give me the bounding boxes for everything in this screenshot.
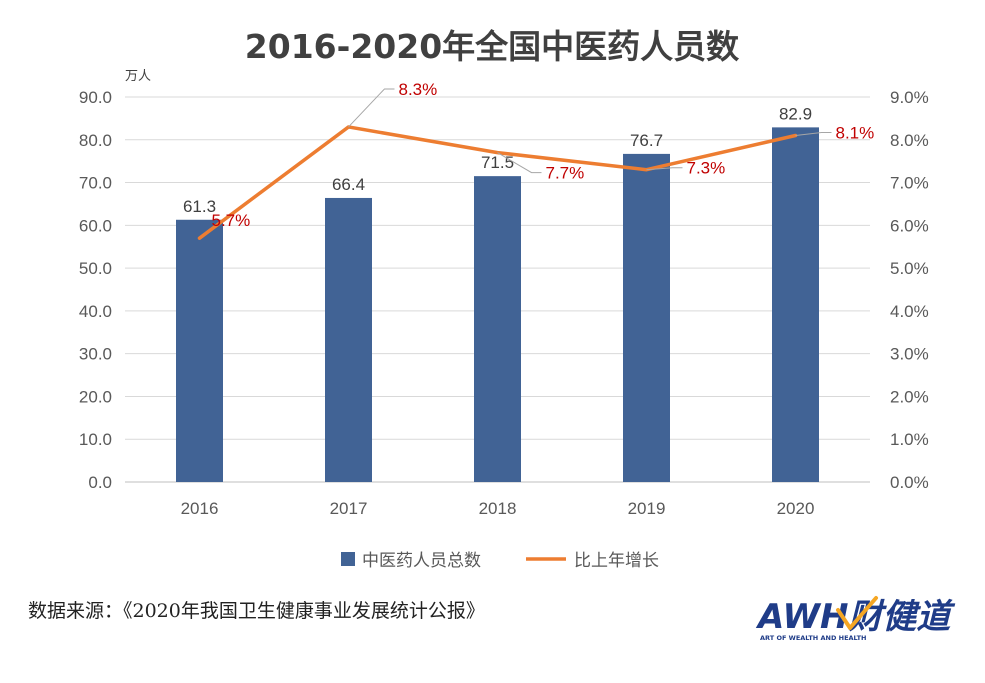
source-note: 数据来源：《2020年我国卫生健康事业发展统计公报》	[28, 600, 485, 622]
left-tick-label: 90.0	[79, 88, 112, 107]
legend-swatch-bar	[341, 552, 355, 566]
right-tick-label: 2.0%	[890, 387, 929, 406]
line-value-label: 7.3%	[687, 159, 726, 178]
x-tick-label: 2017	[330, 499, 368, 518]
chart-title: 2016-2020年全国中医药人员数	[245, 27, 740, 66]
right-tick-label: 6.0%	[890, 216, 929, 235]
right-tick-label: 7.0%	[890, 174, 929, 193]
x-tick-label: 2018	[479, 499, 517, 518]
line-value-label: 7.7%	[546, 164, 585, 183]
bar-value-label: 66.4	[332, 175, 365, 194]
x-tick-label: 2020	[777, 499, 815, 518]
right-axis-ticks: 0.0% 1.0% 2.0% 3.0% 4.0% 5.0% 6.0% 7.0% 8.0% 9.0%	[890, 88, 929, 492]
logo-text: AWH财健道	[755, 597, 955, 637]
right-tick-label: 3.0%	[890, 345, 929, 364]
right-tick-label: 4.0%	[890, 302, 929, 321]
left-tick-label: 50.0	[79, 259, 112, 278]
left-axis-ticks: 0.0 10.0 20.0 30.0 40.0 50.0 60.0 70.0 80.0 90.0	[79, 88, 112, 492]
bar-value-label: 82.9	[779, 104, 812, 123]
bar-labels: 61.3 66.4 71.5 76.7 82.9	[183, 104, 812, 215]
line-label-leader	[795, 132, 832, 136]
bar-value-label: 76.7	[630, 131, 663, 150]
x-tick-label: 2016	[181, 499, 219, 518]
right-tick-label: 1.0%	[890, 430, 929, 449]
legend-label-line: 比上年增长	[574, 551, 659, 571]
left-tick-label: 70.0	[79, 174, 112, 193]
line-value-label: 8.3%	[399, 80, 438, 99]
line-value-label: 8.1%	[836, 124, 875, 143]
left-axis-unit: 万人	[125, 69, 151, 84]
bar	[176, 219, 223, 482]
bar-value-label: 71.5	[481, 153, 514, 172]
right-tick-label: 0.0%	[890, 473, 929, 492]
right-tick-label: 8.0%	[890, 131, 929, 150]
bar-value-label: 61.3	[183, 197, 216, 216]
left-tick-label: 30.0	[79, 345, 112, 364]
logo-subtext: ART OF WEALTH AND HEALTH	[760, 634, 867, 642]
bar	[772, 127, 819, 482]
bar	[623, 153, 670, 482]
bar-series	[176, 127, 819, 482]
line-label-leader	[348, 88, 395, 128]
line-value-label: 5.7%	[212, 211, 251, 230]
right-tick-label: 9.0%	[890, 88, 929, 107]
left-tick-label: 60.0	[79, 216, 112, 235]
x-axis-ticks: 2016 2017 2018 2019 2020	[181, 499, 815, 518]
left-tick-label: 80.0	[79, 131, 112, 150]
line-labels: 5.7% 8.3% 7.7% 7.3% 8.1%	[212, 80, 875, 230]
bar	[474, 176, 521, 482]
x-tick-label: 2019	[628, 499, 666, 518]
left-tick-label: 0.0	[88, 473, 112, 492]
logo: AWH财健道 ART OF WEALTH AND HEALTH	[755, 597, 955, 642]
line-label-leader	[497, 152, 542, 174]
left-tick-label: 10.0	[79, 430, 112, 449]
logo-check-mark	[836, 596, 878, 630]
left-tick-label: 40.0	[79, 302, 112, 321]
line-label-leader	[646, 167, 683, 171]
right-tick-label: 5.0%	[890, 259, 929, 278]
legend-label-bar: 中医药人员总数	[362, 551, 481, 571]
bar	[325, 197, 372, 482]
legend: 中医药人员总数 比上年增长	[341, 551, 659, 571]
left-tick-label: 20.0	[79, 387, 112, 406]
